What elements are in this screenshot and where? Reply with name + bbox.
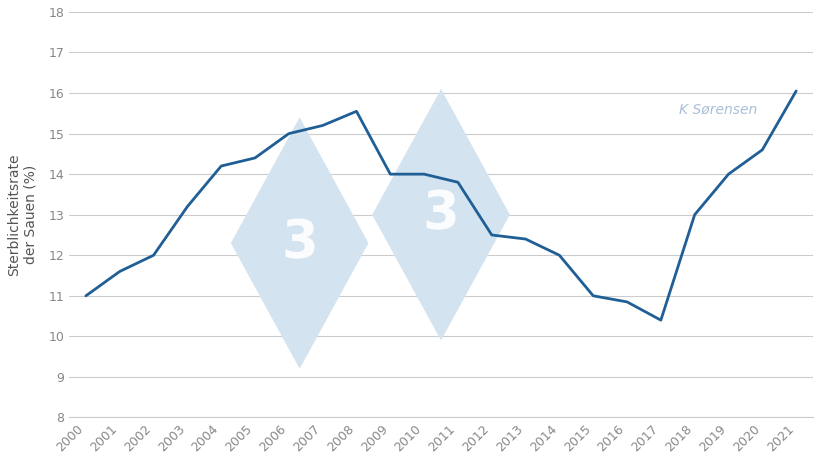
Text: 3: 3 bbox=[281, 217, 318, 269]
Polygon shape bbox=[230, 118, 368, 369]
Text: K Sørensen: K Sørensen bbox=[678, 102, 757, 116]
Y-axis label: Sterblichkeitsrate
der Sauen (%): Sterblichkeitsrate der Sauen (%) bbox=[7, 154, 37, 276]
Text: 3: 3 bbox=[422, 189, 459, 241]
Polygon shape bbox=[372, 89, 509, 340]
